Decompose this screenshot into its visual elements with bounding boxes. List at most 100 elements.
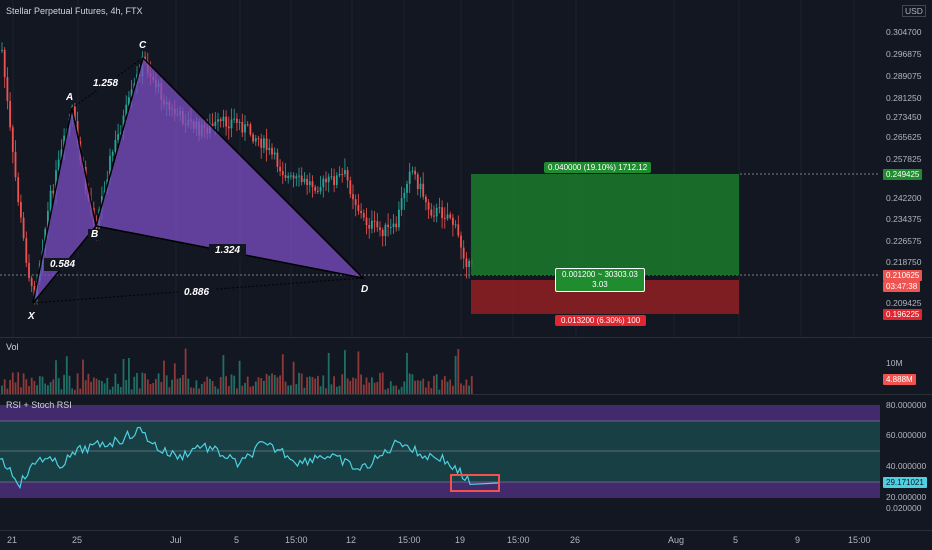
- harmonic-pattern[interactable]: [32, 56, 366, 304]
- currency-label: USD: [902, 5, 926, 17]
- candle-body: [457, 224, 460, 236]
- volume-bar: [395, 385, 398, 394]
- volume-bar: [238, 360, 241, 394]
- rsi-mid-band: [0, 421, 880, 482]
- rsi-pane[interactable]: RSI + Stoch RSI: [0, 395, 880, 530]
- candle-body: [387, 224, 389, 228]
- rsi-highlight-box[interactable]: [450, 474, 500, 492]
- price-tick: 0.209425: [886, 298, 922, 308]
- volume-bar: [384, 389, 387, 394]
- candle-body: [217, 119, 219, 122]
- candle-body: [311, 181, 314, 187]
- volume-bar: [441, 379, 443, 394]
- price-tick: 0.265625: [886, 132, 922, 142]
- volume-bar: [419, 380, 422, 394]
- candle-body: [384, 224, 387, 237]
- candle-body: [284, 175, 287, 179]
- volume-bar: [106, 377, 109, 394]
- volume-bar: [206, 376, 209, 394]
- stop-label: 0.013200 (6.30%) 100: [555, 315, 647, 326]
- candle-body: [246, 124, 249, 126]
- candle-body: [265, 138, 268, 150]
- volume-bar: [95, 378, 98, 394]
- pane-separator-1[interactable]: [0, 337, 932, 338]
- time-tick: 19: [455, 535, 466, 545]
- price-axis[interactable]: USD 0.304700 0.296875 0.289075 0.281250 0.27…: [880, 0, 932, 337]
- candle-body: [335, 175, 338, 185]
- pane-separator-2[interactable]: [0, 394, 932, 395]
- entry-label[interactable]: 0.001200 ~ 30303.03 3.03: [555, 268, 645, 292]
- candle-body: [252, 134, 254, 142]
- candle-body: [25, 238, 28, 263]
- volume-bar: [55, 360, 57, 394]
- volume-bar: [1, 385, 3, 394]
- volume-bar: [101, 380, 103, 394]
- candle-body: [419, 183, 422, 190]
- price-tick: 0.234375: [886, 214, 922, 224]
- volume-bar: [246, 376, 249, 394]
- time-tick: 9: [795, 535, 801, 545]
- candle-body: [214, 121, 217, 126]
- volume-bar: [36, 385, 38, 394]
- volume-bar: [141, 372, 144, 394]
- candle-body: [281, 171, 284, 176]
- volume-bar: [68, 375, 71, 394]
- rsi-axis[interactable]: 80.000000 60.000000 40.000000 29.171021 …: [880, 395, 932, 530]
- candle-body: [406, 183, 408, 193]
- candle-body: [392, 223, 395, 228]
- candle-body: [263, 138, 265, 148]
- volume-bar: [298, 372, 300, 394]
- time-axis[interactable]: 21 25 Jul 5 15:00 12 15:00 19 15:00 26 Aug 5 9 15:00: [0, 531, 932, 550]
- candle-body: [319, 187, 322, 192]
- time-tick: 15:00: [398, 535, 421, 545]
- volume-bar: [392, 385, 395, 394]
- ratio-xad-label: 0.886: [178, 286, 216, 299]
- volume-bar: [462, 385, 465, 394]
- candle-body: [119, 132, 122, 134]
- candle-body: [381, 229, 384, 237]
- volume-tick: 10M: [886, 358, 903, 368]
- volume-bar: [47, 385, 49, 394]
- candle-body: [322, 178, 325, 188]
- volume-bar: [9, 379, 11, 394]
- main-chart-pane[interactable]: Stellar Perpetual Futures, 4h, FTX X A B…: [0, 0, 880, 337]
- candle-body: [76, 121, 79, 142]
- volume-bar: [30, 377, 33, 394]
- main-chart-canvas[interactable]: [0, 0, 880, 337]
- volume-bar: [362, 384, 365, 394]
- countdown-tag: 03:47:38: [883, 281, 921, 292]
- volume-bar: [263, 380, 265, 394]
- candle-body: [1, 49, 3, 51]
- volume-canvas[interactable]: [0, 338, 880, 394]
- volume-bar: [133, 376, 136, 394]
- volume-bar: [41, 376, 44, 394]
- rsi-canvas[interactable]: [0, 395, 880, 530]
- volume-bar: [465, 379, 468, 394]
- candle-body: [465, 258, 468, 267]
- candle-body: [28, 262, 30, 279]
- candle-body: [47, 210, 49, 229]
- candle-body: [9, 100, 11, 128]
- volume-bar: [271, 373, 273, 394]
- candle-body: [14, 151, 17, 178]
- volume-bar: [311, 376, 314, 394]
- ratio-xab-label: 0.584: [44, 258, 82, 271]
- volume-bar: [155, 379, 157, 394]
- volume-bar: [57, 378, 60, 394]
- volume-axis[interactable]: 10M 4.888M: [880, 338, 932, 394]
- candle-body: [130, 89, 133, 98]
- volume-pane[interactable]: Vol: [0, 338, 880, 394]
- time-tick: 26: [570, 535, 581, 545]
- profit-zone[interactable]: [471, 174, 739, 275]
- rsi-line: [0, 426, 499, 490]
- candle-body: [449, 214, 452, 218]
- candle-body: [398, 209, 400, 228]
- ratio-bcd-label: 1.324: [209, 244, 247, 257]
- candle-body: [6, 77, 9, 101]
- volume-bar: [322, 375, 325, 394]
- candle-body: [425, 196, 427, 203]
- candle-body: [317, 190, 319, 192]
- volume-bar: [173, 363, 176, 394]
- volume-bar: [165, 375, 168, 394]
- candle-body: [462, 247, 465, 259]
